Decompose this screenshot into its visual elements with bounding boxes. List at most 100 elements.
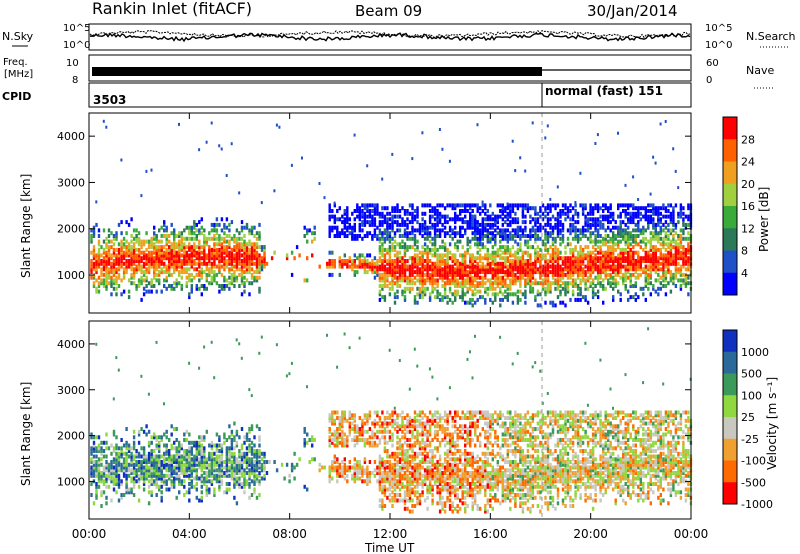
heatmap-cell [564, 259, 567, 263]
heatmap-cell [255, 451, 259, 456]
heatmap-cell [147, 245, 151, 250]
heatmap-cell [346, 214, 349, 219]
heatmap-cell [479, 234, 482, 238]
heatmap-cell [624, 214, 627, 219]
heatmap-cell [170, 471, 173, 475]
heatmap-cell [107, 239, 111, 244]
heatmap-cell [433, 231, 437, 236]
heatmap-cell [426, 245, 429, 250]
heatmap-cell [514, 292, 517, 297]
heatmap-cell [260, 457, 264, 462]
heatmap-cell [165, 239, 168, 244]
heatmap-cell [554, 281, 557, 286]
heatmap-cell [549, 253, 552, 258]
heatmap-cell [195, 495, 198, 500]
heatmap-cell [200, 451, 203, 456]
heatmap-cell [230, 473, 234, 478]
heatmap-cell [559, 256, 562, 261]
heatmap-cell [596, 289, 600, 294]
heatmap-cell [235, 471, 239, 475]
heatmap-cell [112, 482, 116, 486]
heatmap-cell [474, 278, 477, 283]
heatmap-cell [290, 462, 294, 467]
heatmap-cell [436, 247, 439, 252]
heatmap-cell [443, 214, 447, 219]
heatmap-cell [484, 286, 487, 291]
heatmap-cell [576, 272, 580, 277]
heatmap-cell [117, 446, 121, 451]
heatmap-cell [250, 231, 254, 236]
heatmap-cell [205, 493, 208, 497]
heatmap-cell [496, 278, 499, 283]
heatmap-cell [386, 267, 389, 272]
heatmap-cell [607, 225, 610, 230]
heatmap-cell [591, 289, 595, 294]
heatmap-cell [604, 206, 607, 211]
heatmap-cell [556, 185, 559, 189]
heatmap-cell [165, 236, 168, 241]
heatmap-cell [240, 465, 244, 470]
heatmap-cell [594, 203, 597, 208]
heatmap-cell [546, 267, 550, 272]
heatmap-cell [105, 278, 108, 283]
heatmap-cell [446, 300, 449, 305]
heatmap-cell [218, 259, 221, 263]
heatmap-cell [250, 468, 254, 473]
heatmap-cell [218, 242, 221, 247]
heatmap-cell [589, 217, 592, 222]
heatmap-cell [120, 158, 123, 162]
heatmap-cell [117, 247, 121, 252]
heatmap-cell [218, 236, 221, 241]
heatmap-cell [178, 454, 181, 459]
heatmap-cell [551, 303, 555, 308]
heatmap-cell [203, 460, 206, 464]
heatmap-cell [632, 261, 635, 266]
heatmap-cell [346, 225, 349, 230]
heatmap-cell [509, 231, 512, 236]
heatmap-cell [200, 292, 203, 297]
heatmap-cell [228, 446, 231, 451]
heatmap-cell [519, 297, 522, 302]
heatmap-cell [205, 272, 208, 277]
heatmap-cell [511, 228, 515, 233]
heatmap-cell [456, 231, 459, 236]
heatmap-cell [185, 457, 188, 462]
heatmap-cell [255, 449, 259, 453]
heatmap-cell [586, 259, 590, 263]
heatmap-cell [531, 270, 535, 275]
heatmap-cell [559, 272, 562, 277]
heatmap-cell [504, 209, 507, 213]
heatmap-cell [137, 460, 141, 464]
heatmap-cell [571, 281, 575, 286]
heatmap-cell [459, 272, 462, 277]
heatmap-cell [160, 468, 163, 473]
heatmap-cell [361, 222, 364, 227]
heatmap-cell [155, 278, 158, 283]
heatmap-cell [619, 225, 622, 230]
heatmap-cell [343, 259, 346, 263]
heatmap-cell [629, 253, 632, 258]
heatmap-cell [180, 468, 183, 473]
heatmap-cell [609, 220, 612, 225]
heatmap-cell [328, 473, 331, 478]
heatmap-cell [125, 253, 128, 258]
heatmap-cell [193, 250, 196, 255]
heatmap-cell [416, 239, 419, 244]
heatmap-cell [200, 275, 203, 280]
heatmap-cell [454, 214, 457, 219]
heatmap-cell [411, 264, 414, 269]
heatmap-cell [215, 247, 219, 252]
heatmap-cell [223, 275, 226, 280]
heatmap-cell [198, 278, 201, 283]
heatmap-cell [448, 203, 452, 208]
heatmap-cell [127, 259, 131, 263]
heatmap-cell [574, 209, 577, 213]
heatmap-cell [283, 476, 286, 481]
heatmap-cell [564, 250, 567, 255]
heatmap-cell [260, 451, 264, 456]
heatmap-cell [609, 250, 612, 255]
heatmap-cell [634, 222, 637, 227]
heatmap-cell [160, 479, 163, 484]
heatmap-cell [433, 217, 437, 222]
heatmap-cell [443, 242, 447, 247]
